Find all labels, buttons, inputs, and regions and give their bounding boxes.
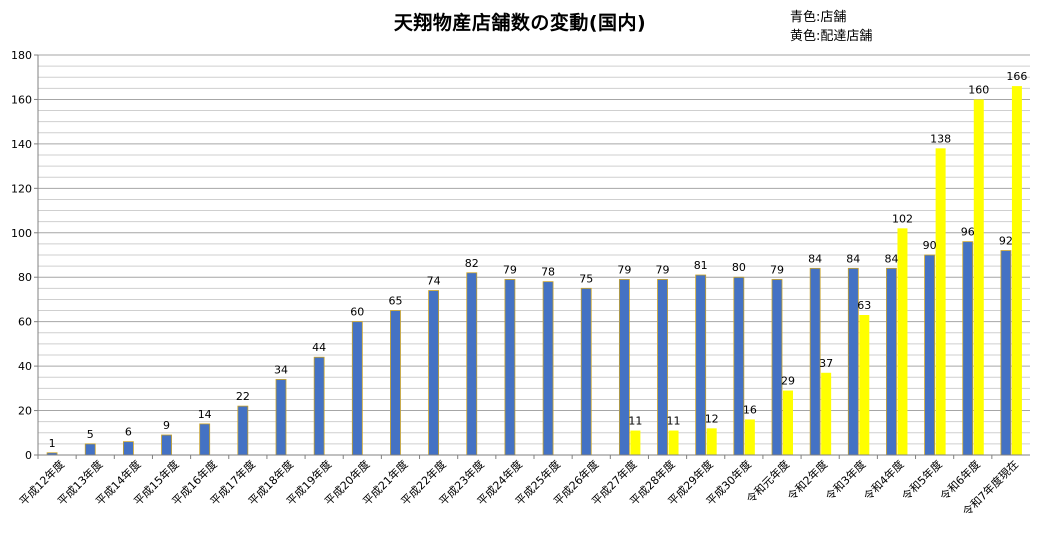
data-label-store: 92 bbox=[999, 235, 1013, 248]
x-tick-label: 令和2年度 bbox=[784, 457, 830, 503]
bar-store bbox=[504, 279, 516, 456]
bar-store bbox=[84, 443, 96, 456]
data-label-delivery: 160 bbox=[968, 83, 989, 96]
bars bbox=[46, 86, 1022, 456]
gridlines bbox=[38, 54, 1030, 456]
bar-delivery bbox=[668, 430, 679, 455]
data-label-delivery: 166 bbox=[1006, 70, 1027, 83]
data-label-store: 81 bbox=[694, 259, 708, 272]
bar-store bbox=[275, 379, 287, 456]
bar-store bbox=[237, 405, 249, 456]
bar-delivery bbox=[935, 148, 946, 456]
bar-store bbox=[1000, 250, 1012, 456]
bar-delivery bbox=[630, 430, 641, 455]
data-label-store: 1 bbox=[49, 437, 56, 450]
y-axis: 0 20 40 60 80 100 120 140 160 180 bbox=[11, 49, 39, 462]
data-label-store: 96 bbox=[961, 226, 975, 239]
x-tick-label: 令和5年度 bbox=[899, 457, 945, 503]
bar-delivery bbox=[859, 315, 870, 455]
data-label-delivery: 16 bbox=[743, 403, 757, 416]
bar-store bbox=[886, 267, 897, 456]
y-tick-label: 20 bbox=[18, 405, 32, 418]
legend-note-delivery: 黄色:配達店舗 bbox=[790, 29, 873, 44]
data-label-store: 44 bbox=[312, 341, 326, 354]
data-label-store: 79 bbox=[503, 263, 517, 276]
bar-store bbox=[771, 279, 783, 456]
y-tick-label: 60 bbox=[18, 316, 32, 329]
data-label-store: 22 bbox=[236, 390, 250, 403]
data-label-store: 75 bbox=[579, 272, 593, 285]
y-tick-label: 40 bbox=[18, 360, 32, 373]
bar-delivery bbox=[744, 419, 755, 455]
data-label-delivery: 63 bbox=[857, 299, 871, 312]
data-label-store: 14 bbox=[198, 408, 212, 421]
data-label-store: 80 bbox=[732, 261, 746, 274]
data-labels: 1 5 6 9 14 22 34 44 60 65 74 82 79 78 75 79 11 79 11 81 12 80… bbox=[49, 70, 1028, 450]
data-label-store: 65 bbox=[388, 295, 402, 308]
bar-delivery bbox=[706, 428, 717, 455]
data-label-store: 79 bbox=[656, 263, 670, 276]
bar-store bbox=[122, 441, 134, 456]
data-label-store: 84 bbox=[884, 252, 898, 265]
bar-store bbox=[161, 434, 172, 456]
data-label-delivery: 11 bbox=[628, 415, 642, 428]
data-label-store: 84 bbox=[808, 252, 822, 265]
bar-delivery bbox=[973, 99, 984, 455]
data-label-store: 79 bbox=[617, 263, 631, 276]
data-label-store: 90 bbox=[923, 239, 937, 252]
data-label-delivery: 102 bbox=[892, 212, 913, 225]
data-label-delivery: 138 bbox=[930, 132, 951, 145]
data-label-store: 9 bbox=[163, 419, 170, 432]
bar-store bbox=[657, 279, 668, 456]
bar-store bbox=[199, 423, 211, 456]
x-tick-label: 令和3年度 bbox=[822, 457, 868, 503]
bar-delivery bbox=[783, 390, 793, 455]
bar-delivery bbox=[821, 372, 832, 455]
data-label-delivery: 37 bbox=[819, 357, 833, 370]
bar-store bbox=[962, 241, 974, 456]
x-axis: 平成12年度平成13年度平成14年度平成15年度平成16年度平成17年度平成18… bbox=[16, 454, 1030, 519]
bar-store bbox=[733, 276, 745, 456]
bar-delivery bbox=[1011, 86, 1022, 455]
bar-store bbox=[924, 254, 936, 456]
data-label-store: 82 bbox=[465, 257, 479, 270]
y-tick-label: 80 bbox=[18, 271, 32, 284]
bar-store bbox=[428, 290, 440, 456]
data-label-delivery: 11 bbox=[667, 415, 681, 428]
bar-delivery bbox=[897, 228, 908, 455]
data-label-store: 84 bbox=[846, 252, 860, 265]
data-label-store: 34 bbox=[274, 363, 288, 376]
bar-store bbox=[580, 287, 592, 456]
y-tick-label: 180 bbox=[11, 49, 32, 62]
bar-store bbox=[618, 279, 630, 456]
bar-store bbox=[313, 356, 325, 456]
y-tick-label: 100 bbox=[11, 227, 32, 240]
bar-store bbox=[542, 281, 554, 456]
bar-store bbox=[351, 321, 363, 456]
y-tick-label: 160 bbox=[11, 93, 32, 106]
data-label-store: 5 bbox=[87, 428, 94, 441]
data-label-delivery: 29 bbox=[781, 375, 795, 388]
data-label-store: 79 bbox=[770, 263, 784, 276]
y-tick-label: 120 bbox=[11, 182, 32, 195]
y-tick-label: 0 bbox=[25, 449, 32, 462]
x-tick-label: 令和4年度 bbox=[861, 457, 907, 503]
chart-title: 天翔物産店舗数の変動(国内) bbox=[393, 12, 647, 34]
data-label-store: 6 bbox=[125, 426, 132, 439]
bar-store bbox=[847, 267, 859, 456]
bar-store bbox=[390, 310, 401, 456]
y-tick-label: 140 bbox=[11, 138, 32, 151]
data-label-store: 60 bbox=[350, 306, 364, 319]
legend-note-store: 青色:店舗 bbox=[790, 10, 847, 25]
bar-store bbox=[466, 272, 478, 456]
bar-store bbox=[695, 274, 707, 456]
data-label-delivery: 12 bbox=[705, 412, 719, 425]
legend: 青色:店舗 黄色:配達店舗 bbox=[790, 8, 872, 46]
data-label-store: 78 bbox=[541, 266, 555, 279]
data-label-store: 74 bbox=[427, 275, 441, 288]
